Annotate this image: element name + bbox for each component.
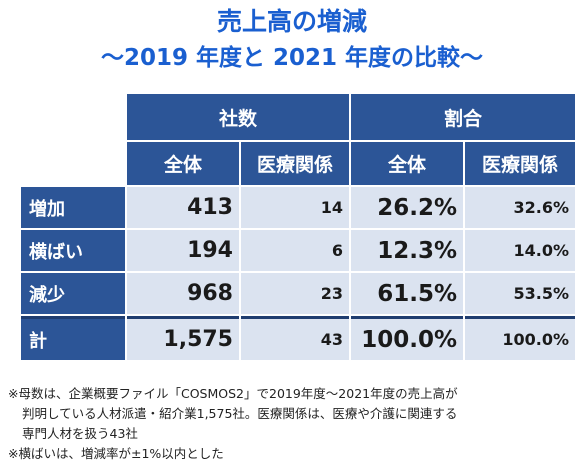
sub-header-ratio-medical: 医療関係: [465, 142, 576, 185]
cell-count-medical: 14: [241, 187, 350, 228]
sub-header-ratio-all: 全体: [351, 142, 464, 185]
cell-ratio-medical: 14.0%: [465, 230, 576, 271]
footnote-1-line-3: 専門人材を扱う43社: [22, 426, 138, 441]
corner-blank: [21, 142, 125, 185]
cell-ratio-medical: 53.5%: [465, 273, 576, 314]
table-row: 増加 413 14 26.2% 32.6%: [21, 187, 576, 228]
results-table: 社数 割合 全体 医療関係 全体 医療関係 増加 413 14 26.2% 32…: [19, 92, 577, 362]
footnote-1-line-2: 判明している人材派遣・紹介業1,575社。医療関係は、医療や介護に関連する: [22, 406, 458, 421]
cell-ratio-all: 100.0%: [351, 316, 464, 360]
row-label-total: 計: [21, 316, 125, 360]
corner-blank: [21, 94, 125, 140]
row-label-increase: 増加: [21, 187, 125, 228]
footnote-2: ※横ばいは、増減率が±1%以内とした: [8, 446, 224, 461]
footnotes: ※母数は、企業概要ファイル「COSMOS2」で2019年度～2021年度の売上高…: [8, 384, 578, 464]
cell-count-medical: 43: [241, 316, 350, 360]
row-label-decrease: 減少: [21, 273, 125, 314]
table-row: 横ばい 194 6 12.3% 14.0%: [21, 230, 576, 271]
sub-header-count-medical: 医療関係: [241, 142, 350, 185]
cell-count-medical: 23: [241, 273, 350, 314]
cell-count-all: 1,575: [127, 316, 239, 360]
footnote-1-line-1: ※母数は、企業概要ファイル「COSMOS2」で2019年度～2021年度の売上高…: [8, 386, 458, 401]
page-title: 売上高の増減: [216, 7, 367, 36]
cell-count-all: 194: [127, 230, 239, 271]
cell-ratio-medical: 32.6%: [465, 187, 576, 228]
group-header-ratio: 割合: [351, 94, 576, 140]
table-row: 減少 968 23 61.5% 53.5%: [21, 273, 576, 314]
cell-count-medical: 6: [241, 230, 350, 271]
cell-count-all: 968: [127, 273, 239, 314]
row-label-flat: 横ばい: [21, 230, 125, 271]
table-row-total: 計 1,575 43 100.0% 100.0%: [21, 316, 576, 360]
page-subtitle: ～2019 年度と 2021 年度の比較～: [100, 45, 484, 71]
cell-ratio-all: 12.3%: [351, 230, 464, 271]
sub-header-count-all: 全体: [127, 142, 239, 185]
cell-count-all: 413: [127, 187, 239, 228]
group-header-count: 社数: [127, 94, 350, 140]
cell-ratio-all: 26.2%: [351, 187, 464, 228]
cell-ratio-all: 61.5%: [351, 273, 464, 314]
cell-ratio-medical: 100.0%: [465, 316, 576, 360]
